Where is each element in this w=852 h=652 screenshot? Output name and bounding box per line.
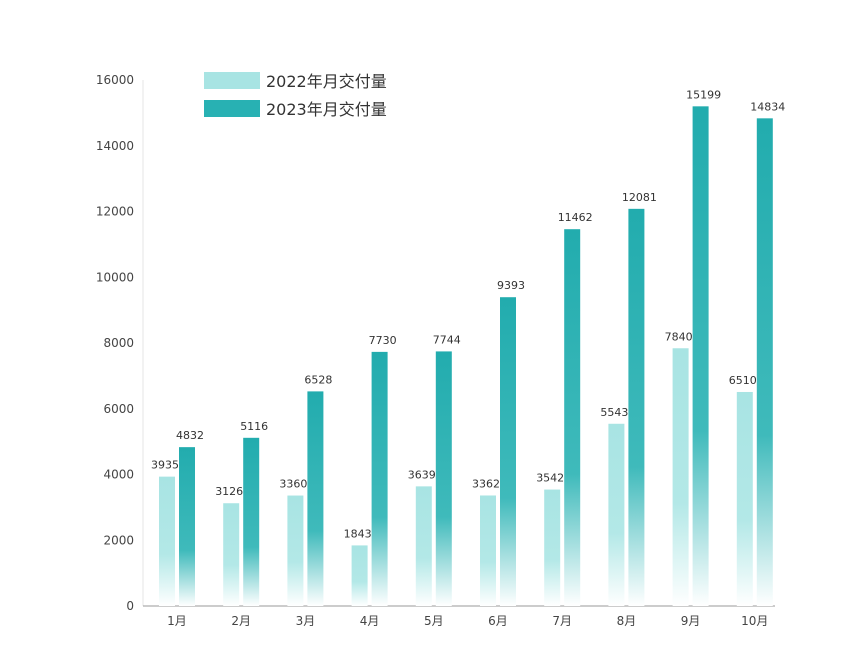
data-label-2022-1: 3935 xyxy=(151,459,179,472)
data-label-2022-7: 3542 xyxy=(536,472,564,485)
bar-2023-6 xyxy=(500,297,516,606)
bar-2022-1 xyxy=(159,476,175,606)
x-tick-label: 8月 xyxy=(617,614,637,628)
x-axis-labels: 1月 2月 3月 4月 5月 6月 7月 8月 9月 10月 xyxy=(167,614,768,628)
bar-2022-3 xyxy=(287,495,304,606)
y-tick-label: 0 xyxy=(126,599,134,613)
data-label-2022-6: 3362 xyxy=(472,477,500,490)
legend-label-2022: 2022年月交付量 xyxy=(266,72,387,91)
bar-2023-10 xyxy=(756,118,773,607)
data-label-2023-4: 7730 xyxy=(369,334,397,347)
data-label-2023-3: 6528 xyxy=(304,373,332,386)
data-label-2023-9: 15199 xyxy=(686,88,721,101)
bar-2022-10 xyxy=(736,391,753,606)
bar-2023-5 xyxy=(435,351,452,606)
x-tick-label: 3月 xyxy=(296,614,316,628)
bar-2022-7 xyxy=(544,489,561,606)
y-tick-label: 2000 xyxy=(103,533,134,547)
x-tick-label: 9月 xyxy=(681,614,701,628)
y-tick-label: 8000 xyxy=(103,336,134,350)
bar-2022-4 xyxy=(351,545,368,606)
data-label-2023-1: 4832 xyxy=(176,429,204,442)
bar-2022-5 xyxy=(415,486,432,606)
bar-2022-8 xyxy=(608,423,625,606)
data-label-2023-5: 7744 xyxy=(433,333,461,346)
legend-swatch-2022 xyxy=(204,72,260,89)
x-tick-label: 10月 xyxy=(741,614,768,628)
y-tick-label: 12000 xyxy=(96,205,134,219)
data-labels: 3935 4832 3126 5116 3360 6528 1843 7730 3639 7744… xyxy=(151,88,785,540)
bar-2023-4 xyxy=(371,351,388,606)
x-tick-label: 5月 xyxy=(424,614,444,628)
data-label-2022-9: 7840 xyxy=(665,330,693,343)
bar-2023-3 xyxy=(307,391,324,606)
data-label-2023-8: 12081 xyxy=(622,191,657,204)
data-label-2022-10: 6510 xyxy=(729,374,757,387)
x-tick-label: 6月 xyxy=(488,614,508,628)
data-label-2023-6: 9393 xyxy=(497,279,525,292)
x-tick-label: 2月 xyxy=(231,614,251,628)
data-label-2022-3: 3360 xyxy=(279,478,307,491)
bars xyxy=(159,106,773,607)
data-label-2022-5: 3639 xyxy=(408,468,436,481)
data-label-2023-7: 11462 xyxy=(558,211,593,224)
bar-2022-2 xyxy=(223,503,240,606)
bar-2023-9 xyxy=(692,106,709,606)
bar-2023-1 xyxy=(179,447,195,606)
y-tick-label: 10000 xyxy=(96,270,134,284)
y-axis-ticks: 0 2000 4000 6000 8000 10000 12000 14000 16000 xyxy=(96,73,134,613)
y-tick-label: 16000 xyxy=(96,73,134,87)
data-label-2023-2: 5116 xyxy=(240,420,268,433)
y-tick-label: 14000 xyxy=(96,139,134,153)
legend-swatch-2023 xyxy=(204,100,260,117)
y-tick-label: 4000 xyxy=(103,468,134,482)
y-tick-label: 6000 xyxy=(103,402,134,416)
x-tick-label: 1月 xyxy=(167,614,187,628)
data-label-2022-2: 3126 xyxy=(215,485,243,498)
data-label-2022-8: 5543 xyxy=(600,406,628,419)
bar-2022-6 xyxy=(480,495,496,606)
legend: 2022年月交付量 2023年月交付量 xyxy=(204,72,387,119)
bar-2022-9 xyxy=(672,348,689,606)
bar-2023-7 xyxy=(564,229,581,606)
bar-2023-2 xyxy=(243,437,260,606)
data-label-2022-4: 1843 xyxy=(344,527,372,540)
data-label-2023-10: 14834 xyxy=(750,100,785,113)
bar-2023-8 xyxy=(628,208,645,606)
x-tick-label: 4月 xyxy=(360,614,380,628)
legend-label-2023: 2023年月交付量 xyxy=(266,100,387,119)
x-tick-label: 7月 xyxy=(552,614,572,628)
